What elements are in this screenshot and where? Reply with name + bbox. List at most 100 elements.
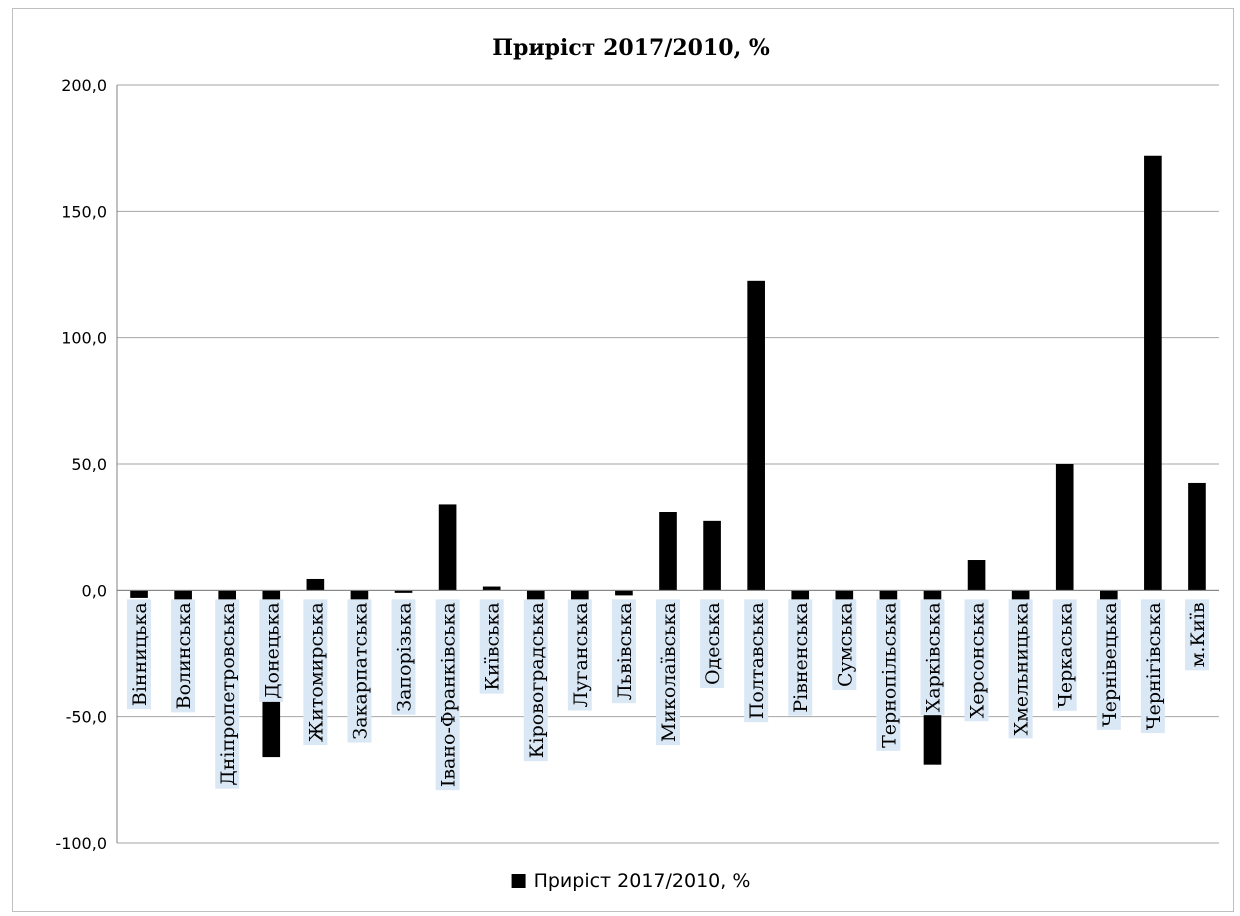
category-label-text: Херсонська — [967, 602, 989, 718]
category-label-text: Закарпатська — [349, 602, 371, 739]
category-label-text: Харківська — [922, 602, 944, 712]
category-label: Тернопільська — [876, 599, 901, 751]
category-label: Чернівецька — [1096, 599, 1121, 730]
bar — [615, 590, 633, 596]
category-label: Хмельницька — [1008, 599, 1033, 739]
category-label-text: Чернігівська — [1143, 602, 1165, 730]
bar — [1055, 464, 1074, 591]
category-label-bg — [876, 599, 901, 751]
category-label-text: Сумська — [834, 602, 856, 687]
category-label-bg — [920, 599, 945, 716]
category-label-bg — [1140, 599, 1165, 734]
legend: Приріст 2017/2010, % — [511, 870, 751, 892]
category-label-text: Житомирська — [305, 602, 327, 742]
category-label: Кіровоградська — [523, 599, 548, 762]
bar-chart: Приріст 2017/2010, % -100,0 -50,0 0,0 50,0 1… — [55, 35, 1219, 892]
y-tick-label: 50,0 — [71, 455, 107, 474]
category-labels: Вінницька Волинська Дніпропетровська Донець… — [127, 599, 1209, 791]
category-label-text: Дніпропетровська — [217, 602, 239, 785]
bar — [482, 586, 501, 591]
bar — [747, 280, 765, 591]
bar — [703, 520, 721, 591]
y-tick-label: -50,0 — [66, 708, 107, 727]
category-label: Івано-Франківська — [435, 599, 460, 791]
legend-label: Приріст 2017/2010, % — [534, 870, 751, 892]
category-label-text: Луганська — [570, 602, 592, 707]
category-label-text: Волинська — [173, 602, 195, 709]
category-label-text: Хмельницька — [1011, 602, 1033, 735]
category-label: Житомирська — [303, 599, 328, 746]
category-label-bg — [259, 599, 284, 702]
bar — [659, 512, 677, 591]
category-label: Миколаївська — [656, 599, 680, 746]
y-tick-label: 100,0 — [61, 329, 107, 348]
bar — [394, 590, 413, 593]
category-label-text: Запорізька — [394, 602, 416, 711]
category-label-text: Черкаська — [1055, 602, 1077, 707]
category-label: Одеська — [700, 599, 725, 689]
category-label: Харківська — [920, 599, 945, 716]
category-label: Полтавська — [744, 599, 769, 723]
bar — [1188, 482, 1206, 591]
bar — [306, 578, 325, 591]
category-label-bg — [303, 599, 328, 746]
y-tick-label: 200,0 — [61, 76, 107, 95]
category-label: Запорізька — [391, 599, 416, 715]
category-label-text: Тернопільська — [878, 602, 900, 748]
y-tick-label: 0,0 — [82, 581, 107, 600]
category-label-bg — [611, 599, 636, 704]
bar — [438, 504, 457, 591]
category-label-bg — [523, 599, 548, 762]
category-label: Вінницька — [127, 599, 152, 710]
category-label: м.Київ — [1184, 599, 1209, 671]
bar — [130, 590, 148, 598]
category-label-bg — [788, 599, 813, 716]
category-label-bg — [127, 599, 152, 710]
category-label-bg — [832, 599, 857, 691]
category-label: Закарпатська — [347, 599, 372, 743]
category-label-text: Полтавська — [746, 602, 768, 719]
category-label-bg — [1008, 599, 1033, 739]
category-label-bg — [567, 599, 592, 711]
y-tick-label: -100,0 — [55, 834, 107, 853]
category-label: Чернігівська — [1140, 599, 1165, 734]
category-label-bg — [656, 599, 680, 746]
category-label-bg — [479, 599, 504, 694]
y-axis-ticks: -100,0 -50,0 0,0 50,0 100,0 150,0 200,0 — [55, 76, 107, 853]
category-label-text: Донецька — [261, 602, 283, 699]
category-label: Сумська — [832, 599, 857, 691]
category-label-bg — [435, 599, 460, 791]
chart-frame: Приріст 2017/2010, % -100,0 -50,0 0,0 50,0 1… — [12, 8, 1234, 912]
category-label-bg — [1184, 599, 1209, 671]
category-label-text: Одеська — [702, 602, 724, 685]
bar — [1144, 155, 1162, 591]
category-label: Луганська — [567, 599, 592, 711]
category-label: Волинська — [171, 599, 196, 713]
category-label-bg — [744, 599, 769, 723]
category-label-text: Миколаївська — [658, 602, 680, 742]
category-label: Київська — [479, 599, 504, 694]
bar — [967, 560, 986, 591]
category-label-text: м.Київ — [1187, 602, 1209, 667]
category-label: Дніпропетровська — [215, 599, 240, 789]
category-label-text: Івано-Франківська — [438, 602, 460, 787]
category-label-text: Чернівецька — [1099, 602, 1121, 727]
legend-swatch — [511, 874, 526, 888]
category-label-bg — [171, 599, 196, 713]
category-label-text: Кіровоградська — [526, 602, 548, 758]
y-tick-label: 150,0 — [61, 202, 107, 221]
category-label: Рівненська — [788, 599, 813, 716]
category-label-bg — [347, 599, 372, 743]
category-label: Херсонська — [964, 599, 989, 722]
category-label-bg — [391, 599, 416, 715]
category-label-text: Рівненська — [790, 602, 812, 712]
category-label-bg — [1096, 599, 1121, 730]
category-label-bg — [215, 599, 240, 789]
category-label-bg — [964, 599, 989, 722]
category-label-text: Київська — [482, 602, 504, 690]
category-label: Черкаська — [1052, 599, 1077, 711]
category-label: Львівська — [611, 599, 636, 704]
category-label-text: Вінницька — [129, 602, 151, 706]
category-label-bg — [1052, 599, 1077, 711]
chart-title: Приріст 2017/2010, % — [492, 35, 770, 61]
